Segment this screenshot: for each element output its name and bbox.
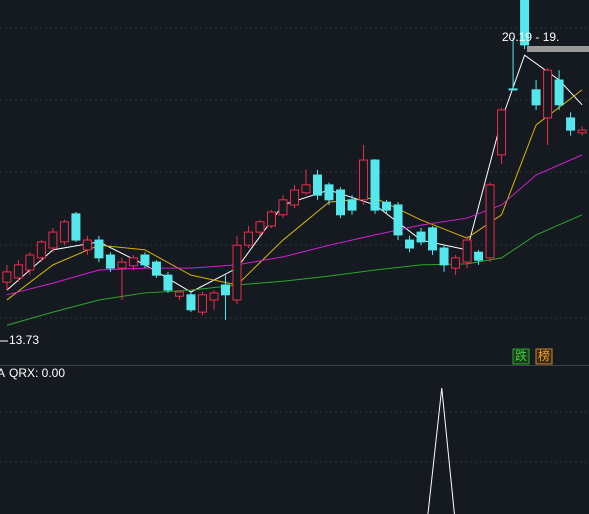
candle-body (359, 159, 369, 201)
candle-body (416, 231, 426, 243)
candle-body (543, 69, 553, 119)
candle-body (554, 79, 564, 106)
candle-body (243, 231, 253, 246)
candle-body (2, 271, 12, 283)
candle-body (36, 241, 46, 259)
candle-body (197, 294, 207, 313)
candle-body (347, 199, 357, 211)
candle-body (313, 174, 323, 196)
candle-body (117, 261, 127, 269)
low-label: 13.73 (9, 333, 39, 347)
moving-average (6, 154, 583, 296)
indicator-cut-label: A (0, 366, 5, 380)
candle-body (485, 184, 495, 259)
candle-body (128, 257, 138, 267)
candle-body (428, 227, 438, 251)
candle-body (140, 254, 150, 266)
badge[interactable]: 跌 (515, 348, 527, 363)
candle-body (163, 274, 173, 291)
candle-body (174, 291, 184, 297)
badge-box[interactable] (512, 348, 530, 365)
high-marker-bar (527, 46, 589, 52)
price-panel (2, 0, 587, 326)
candle-body (405, 239, 415, 249)
indicator-title: QRX: 0.00 (9, 366, 65, 380)
indicator-panel (427, 387, 455, 514)
candle-body (474, 251, 484, 261)
candle-body (105, 254, 115, 269)
candle-body (71, 213, 81, 241)
moving-average (6, 89, 583, 301)
candle-body (497, 109, 507, 156)
candle-body (266, 211, 276, 227)
candle-body (48, 231, 58, 249)
indicator-line (427, 387, 455, 514)
candle-body (531, 89, 541, 106)
candle-body (382, 201, 392, 211)
candle-body (336, 189, 346, 216)
badge-box[interactable] (535, 348, 553, 365)
candle-body (151, 261, 161, 276)
badge[interactable]: 榜 (538, 348, 550, 363)
candle-body (577, 129, 587, 134)
candle-body (566, 117, 576, 131)
candle-body (255, 221, 265, 233)
candle-body (520, 0, 530, 46)
candle-body (301, 184, 311, 194)
candle-body (290, 189, 299, 206)
candle-body (508, 88, 518, 91)
candle-body (462, 239, 472, 263)
candle-body (220, 284, 230, 296)
candle-body (451, 257, 461, 269)
candle-body (209, 292, 219, 301)
candle-body (94, 239, 104, 259)
candle-body (278, 199, 288, 216)
candle-body (232, 244, 242, 301)
candle-body (393, 204, 403, 236)
candle-body (439, 247, 449, 266)
candle-body (13, 264, 23, 279)
high-label: 20.19 - 19. (502, 30, 559, 44)
candle-body (25, 254, 35, 271)
candle-body (370, 159, 380, 211)
candle-body (324, 184, 334, 201)
candle-body (82, 239, 92, 251)
candle-body (59, 221, 69, 243)
candle-body (186, 294, 196, 311)
moving-average (6, 214, 583, 326)
